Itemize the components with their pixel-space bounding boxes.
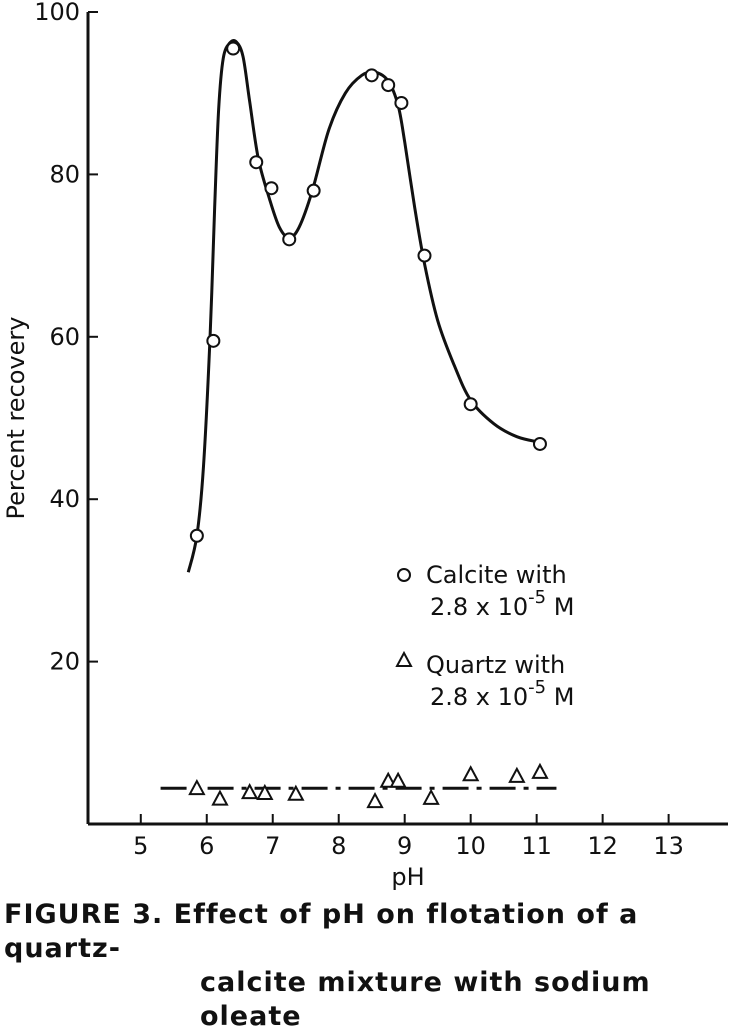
calcite-curve — [186, 39, 541, 573]
quartz-point — [462, 765, 480, 782]
quartz-point — [531, 762, 549, 779]
x-axis-label: pH — [391, 863, 424, 890]
calcite-point — [463, 397, 478, 412]
legend-calcite-base: 2.8 x 10 — [430, 593, 528, 621]
y-axis-label: Percent recovery — [2, 317, 30, 520]
calcite-point — [364, 68, 379, 83]
x-tick-label: 12 — [587, 832, 618, 860]
caption-line-1: FIGURE 3. Effect of pH on flotation of a… — [4, 899, 639, 964]
x-tick-label: 7 — [265, 832, 280, 860]
legend-quartz-exp: -5 — [528, 677, 546, 698]
calcite-point — [532, 436, 547, 451]
legend-entry-calcite: Calcite with 2.8 x 10-5 M — [397, 561, 574, 621]
series-lines — [160, 39, 557, 790]
quartz-point — [422, 788, 440, 805]
calcite-point — [249, 155, 264, 170]
calcite-point — [417, 248, 432, 263]
quartz-point — [287, 784, 305, 801]
x-tick-label: 6 — [199, 832, 214, 860]
calcite-point — [264, 181, 279, 196]
x-tick-label: 13 — [653, 832, 684, 860]
legend-quartz-line2: 2.8 x 10-5 M — [430, 677, 574, 711]
flotation-chart: 5 6 7 8 9 10 11 12 13 20 40 60 80 100 pH Percent reco… — [2, 0, 728, 890]
y-tick-label: 20 — [49, 648, 80, 676]
x-tick-label: 11 — [521, 832, 552, 860]
calcite-point — [394, 95, 409, 110]
quartz-point — [379, 771, 397, 788]
calcite-point — [226, 41, 241, 56]
quartz-point — [211, 789, 229, 806]
y-tick-label: 60 — [49, 323, 80, 351]
calcite-point — [306, 183, 321, 198]
legend-quartz-line1: Quartz with — [426, 651, 565, 679]
quartz-point — [366, 791, 384, 809]
calcite-point — [381, 78, 396, 93]
figure-caption: FIGURE 3. Effect of pH on flotation of a… — [4, 898, 752, 1034]
legend-quartz-base: 2.8 x 10 — [430, 683, 528, 711]
quartz-point — [389, 771, 407, 788]
axes — [86, 12, 728, 826]
legend-entry-quartz: Quartz with 2.8 x 10-5 M — [395, 650, 574, 711]
quartz-point — [508, 766, 526, 783]
legend-calcite-line2: 2.8 x 10-5 M — [430, 587, 574, 621]
y-tick-label: 80 — [49, 160, 80, 188]
x-tick-label: 9 — [397, 832, 412, 860]
legend-triangle-marker — [395, 650, 413, 667]
x-tick-label: 10 — [455, 832, 486, 860]
legend-calcite-line1: Calcite with — [426, 561, 567, 589]
axis-ticks: 5 6 7 8 9 10 11 12 13 20 40 60 80 100 — [34, 0, 684, 860]
y-tick-label: 40 — [49, 485, 80, 513]
legend-quartz-unit: M — [546, 683, 574, 711]
x-tick-label: 8 — [331, 832, 346, 860]
caption-line-2: calcite mixture with sodium oleate — [200, 967, 651, 1032]
data-markers — [188, 41, 549, 809]
legend-circle-marker — [397, 568, 411, 582]
legend: Calcite with 2.8 x 10-5 M Quartz with 2.… — [395, 561, 574, 711]
calcite-point — [282, 232, 297, 247]
y-tick-label: 100 — [34, 0, 80, 26]
legend-calcite-exp: -5 — [528, 587, 546, 608]
x-tick-label: 5 — [133, 832, 148, 860]
quartz-point — [240, 783, 259, 800]
calcite-point — [206, 333, 221, 348]
calcite-point — [189, 528, 204, 543]
legend-calcite-unit: M — [546, 593, 574, 621]
quartz-point — [256, 783, 274, 800]
quartz-point — [188, 778, 206, 796]
